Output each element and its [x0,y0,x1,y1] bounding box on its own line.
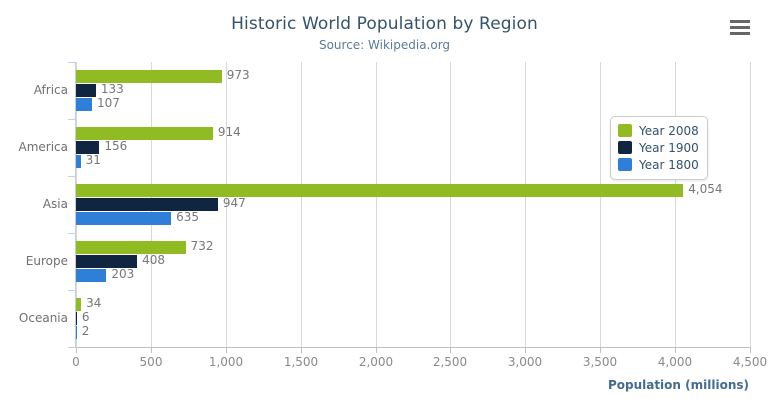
gridline-3000 [525,62,526,347]
x-tick-mark [450,347,451,353]
bar-value-label: 133 [100,82,124,96]
bar-value-label: 973 [226,68,250,82]
gridline-1000 [226,62,227,347]
bar-value-label: 408 [142,253,165,267]
y-axis-label-oceania: Oceania [18,310,68,325]
legend-label: Year 1800 [639,157,699,172]
y-axis-labels: Africa America Asia Europe Oceania [0,62,69,347]
bar-asia-year-1900[interactable] [76,198,218,211]
x-axis-tick-label: 1,500 [283,355,319,369]
x-axis-tick-label: 500 [139,355,163,369]
bar-africa-year-1900[interactable] [76,84,96,97]
bar-value-label: 107 [97,96,120,110]
y-tick-mark [68,233,76,234]
y-axis-line [75,62,76,348]
x-tick-mark [76,347,77,353]
bar-value-label: 6 [81,310,90,324]
y-tick-mark [68,347,76,348]
bar-value-label: 4,054 [688,182,723,196]
bar-asia-year-1800[interactable] [76,212,172,225]
bar-value-label: 732 [190,239,214,253]
y-tick-mark [68,290,76,291]
x-tick-mark [151,347,152,353]
bar-value-label: 635 [176,210,199,224]
x-axis-tick-label: 2,000 [358,355,394,369]
legend-label: Year 2008 [639,123,699,138]
x-tick-mark [750,347,751,353]
y-tick-mark [68,62,76,63]
bar-value-label: 947 [222,196,246,210]
bar-america-year-2008[interactable] [76,127,213,140]
bar-africa-year-1800[interactable] [76,98,93,111]
gridline-3500 [600,62,601,347]
x-axis-tick-label: 3,000 [507,355,543,369]
x-axis-tick-label: 4,000 [657,355,693,369]
y-axis-label-africa: Africa [33,82,68,97]
legend-item-year-1800[interactable]: Year 1800 [618,156,699,173]
bar-group-africa: 973 133 107 [76,68,750,111]
hamburger-bar-3 [730,32,750,35]
bar-oceania-year-1800[interactable] [76,326,77,339]
x-axis-tick-label: 4,500 [732,355,768,369]
chart-title: Historic World Population by Region [231,14,538,34]
x-tick-mark [525,347,526,353]
bar-group-america: 914 156 31 [76,125,750,168]
gridline-2500 [450,62,451,347]
x-tick-mark [226,347,227,353]
y-axis-label-america: America [18,139,69,154]
gridline-1500 [301,62,302,347]
plot-area: 973 133 107 914 156 31 4,054 947 635 732 408 203 34 6… [76,62,751,347]
bar-group-oceania: 34 6 2 [76,296,750,339]
x-axis-tick-label: 2,500 [432,355,468,369]
hamburger-bar-2 [730,26,750,29]
hamburger-menu-icon[interactable] [728,18,752,38]
bar-america-year-1800[interactable] [76,155,81,168]
x-tick-mark [376,347,377,353]
x-axis-tick-label: 0 [72,355,80,369]
bar-value-label: 34 [86,296,102,310]
bar-value-label: 914 [217,125,241,139]
legend-swatch [618,124,632,137]
bar-value-label: 156 [104,139,128,153]
bar-value-label: 203 [111,267,135,281]
bar-value-label: 2 [81,324,90,338]
legend-item-year-2008[interactable]: Year 2008 [618,122,699,139]
y-tick-mark [68,176,76,177]
gridline-4000 [675,62,676,347]
bar-europe-year-2008[interactable] [76,241,186,254]
x-tick-mark [600,347,601,353]
bar-europe-year-1800[interactable] [76,269,107,282]
bar-value-label: 31 [85,153,101,167]
y-axis-label-europe: Europe [25,253,68,268]
gridline-4500 [750,62,751,347]
x-tick-mark [301,347,302,353]
x-tick-mark [675,347,676,353]
y-tick-mark [68,119,76,120]
bar-oceania-year-1900[interactable] [76,312,77,325]
chart-subtitle: Source: Wikipedia.org [318,38,451,52]
hamburger-bar-1 [730,20,750,23]
bar-group-europe: 732 408 203 [76,239,750,282]
legend-swatch [618,158,632,171]
legend-swatch [618,141,632,154]
bar-oceania-year-2008[interactable] [76,298,82,311]
x-axis-line [76,347,751,348]
y-axis-label-asia: Asia [42,196,68,211]
legend-label: Year 1900 [639,140,699,155]
legend-item-year-1900[interactable]: Year 1900 [618,139,699,156]
bar-group-asia: 4,054 947 635 [76,182,750,225]
x-axis-tick-label: 3,500 [582,355,618,369]
chart-legend: Year 2008 Year 1900 Year 1800 [610,116,708,180]
x-axis-labels: 0 500 1,000 1,500 2,000 2,500 3,000 3,500 4,000 4… [0,355,769,373]
x-axis-tick-label: 1,000 [208,355,244,369]
gridline-2000 [376,62,377,347]
bar-africa-year-2008[interactable] [76,70,222,83]
bar-europe-year-1900[interactable] [76,255,138,268]
bar-asia-year-2008[interactable] [76,184,684,197]
x-axis-title: Population (millions) [607,378,749,392]
bar-america-year-1900[interactable] [76,141,100,154]
